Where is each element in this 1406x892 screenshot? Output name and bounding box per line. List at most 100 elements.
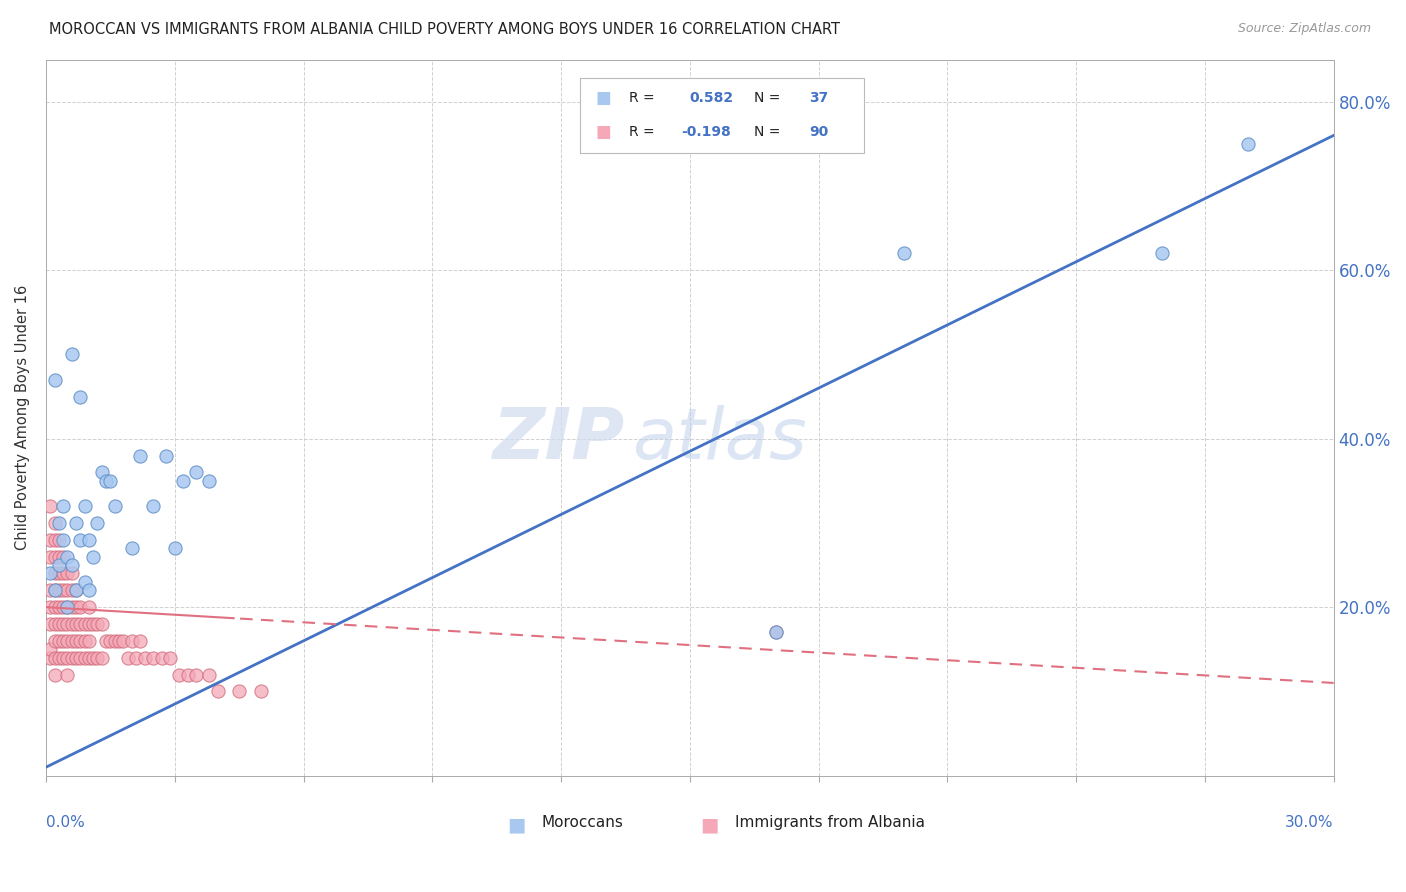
Point	[69, 533, 91, 547]
Point	[77, 633, 100, 648]
Point	[39, 617, 62, 632]
Point	[186, 667, 208, 681]
Point	[44, 633, 66, 648]
Point	[765, 625, 787, 640]
Point	[129, 449, 152, 463]
Point	[48, 549, 70, 564]
Point	[82, 617, 104, 632]
Point	[150, 650, 173, 665]
Bar	[581, 78, 863, 153]
Text: 30.0%: 30.0%	[1285, 815, 1334, 830]
Point	[44, 516, 66, 530]
Text: MOROCCAN VS IMMIGRANTS FROM ALBANIA CHILD POVERTY AMONG BOYS UNDER 16 CORRELATIO: MOROCCAN VS IMMIGRANTS FROM ALBANIA CHIL…	[49, 22, 841, 37]
Point	[44, 533, 66, 547]
Point	[56, 583, 79, 598]
Point	[44, 667, 66, 681]
Point	[44, 549, 66, 564]
Point	[39, 583, 62, 598]
Y-axis label: Child Poverty Among Boys Under 16: Child Poverty Among Boys Under 16	[15, 285, 30, 550]
Point	[73, 574, 96, 589]
Point	[163, 541, 186, 556]
Point	[52, 650, 75, 665]
Point	[142, 499, 165, 513]
Point	[86, 617, 108, 632]
Point	[52, 583, 75, 598]
Text: atlas: atlas	[631, 405, 807, 474]
Point	[60, 566, 83, 581]
Point	[44, 617, 66, 632]
Point	[48, 558, 70, 572]
Point	[117, 650, 139, 665]
Point	[44, 566, 66, 581]
Text: Moroccans: Moroccans	[541, 815, 624, 830]
Text: Immigrants from Albania: Immigrants from Albania	[735, 815, 925, 830]
Point	[112, 633, 135, 648]
Point	[48, 600, 70, 615]
Point	[94, 633, 117, 648]
Point	[121, 633, 143, 648]
Point	[73, 633, 96, 648]
Point	[69, 600, 91, 615]
Point	[73, 499, 96, 513]
Point	[186, 466, 208, 480]
Point	[172, 474, 194, 488]
Point	[69, 390, 91, 404]
Point	[82, 549, 104, 564]
Point	[48, 533, 70, 547]
Point	[893, 246, 915, 260]
Point	[48, 566, 70, 581]
Point	[104, 633, 127, 648]
Point	[52, 633, 75, 648]
Point	[65, 650, 87, 665]
Point	[60, 347, 83, 361]
Text: ■: ■	[506, 815, 526, 834]
Text: 37: 37	[810, 91, 828, 104]
Text: 0.0%: 0.0%	[46, 815, 84, 830]
Point	[52, 600, 75, 615]
Point	[73, 617, 96, 632]
Point	[69, 617, 91, 632]
Point	[65, 633, 87, 648]
Point	[48, 617, 70, 632]
Point	[104, 499, 127, 513]
Point	[228, 684, 250, 698]
Point	[90, 466, 112, 480]
Point	[65, 583, 87, 598]
Text: ZIP: ZIP	[494, 405, 626, 474]
Point	[82, 650, 104, 665]
Point	[39, 499, 62, 513]
Point	[48, 633, 70, 648]
Point	[77, 600, 100, 615]
Point	[1150, 246, 1173, 260]
Point	[48, 516, 70, 530]
Point	[39, 533, 62, 547]
Point	[39, 650, 62, 665]
Point	[56, 650, 79, 665]
Point	[60, 633, 83, 648]
Point	[56, 566, 79, 581]
Point	[39, 566, 62, 581]
Point	[65, 617, 87, 632]
Point	[98, 633, 121, 648]
Point	[77, 533, 100, 547]
Point	[65, 516, 87, 530]
Point	[52, 617, 75, 632]
Point	[44, 583, 66, 598]
Point	[56, 600, 79, 615]
Point	[56, 667, 79, 681]
Point	[60, 583, 83, 598]
Point	[52, 499, 75, 513]
Point	[121, 541, 143, 556]
Point	[39, 549, 62, 564]
Point	[86, 516, 108, 530]
Point	[73, 650, 96, 665]
Point	[69, 633, 91, 648]
Point	[56, 549, 79, 564]
Point	[56, 600, 79, 615]
Point	[44, 373, 66, 387]
Point	[65, 600, 87, 615]
Point	[39, 642, 62, 657]
Text: ■: ■	[596, 123, 612, 141]
Point	[60, 650, 83, 665]
Point	[44, 650, 66, 665]
